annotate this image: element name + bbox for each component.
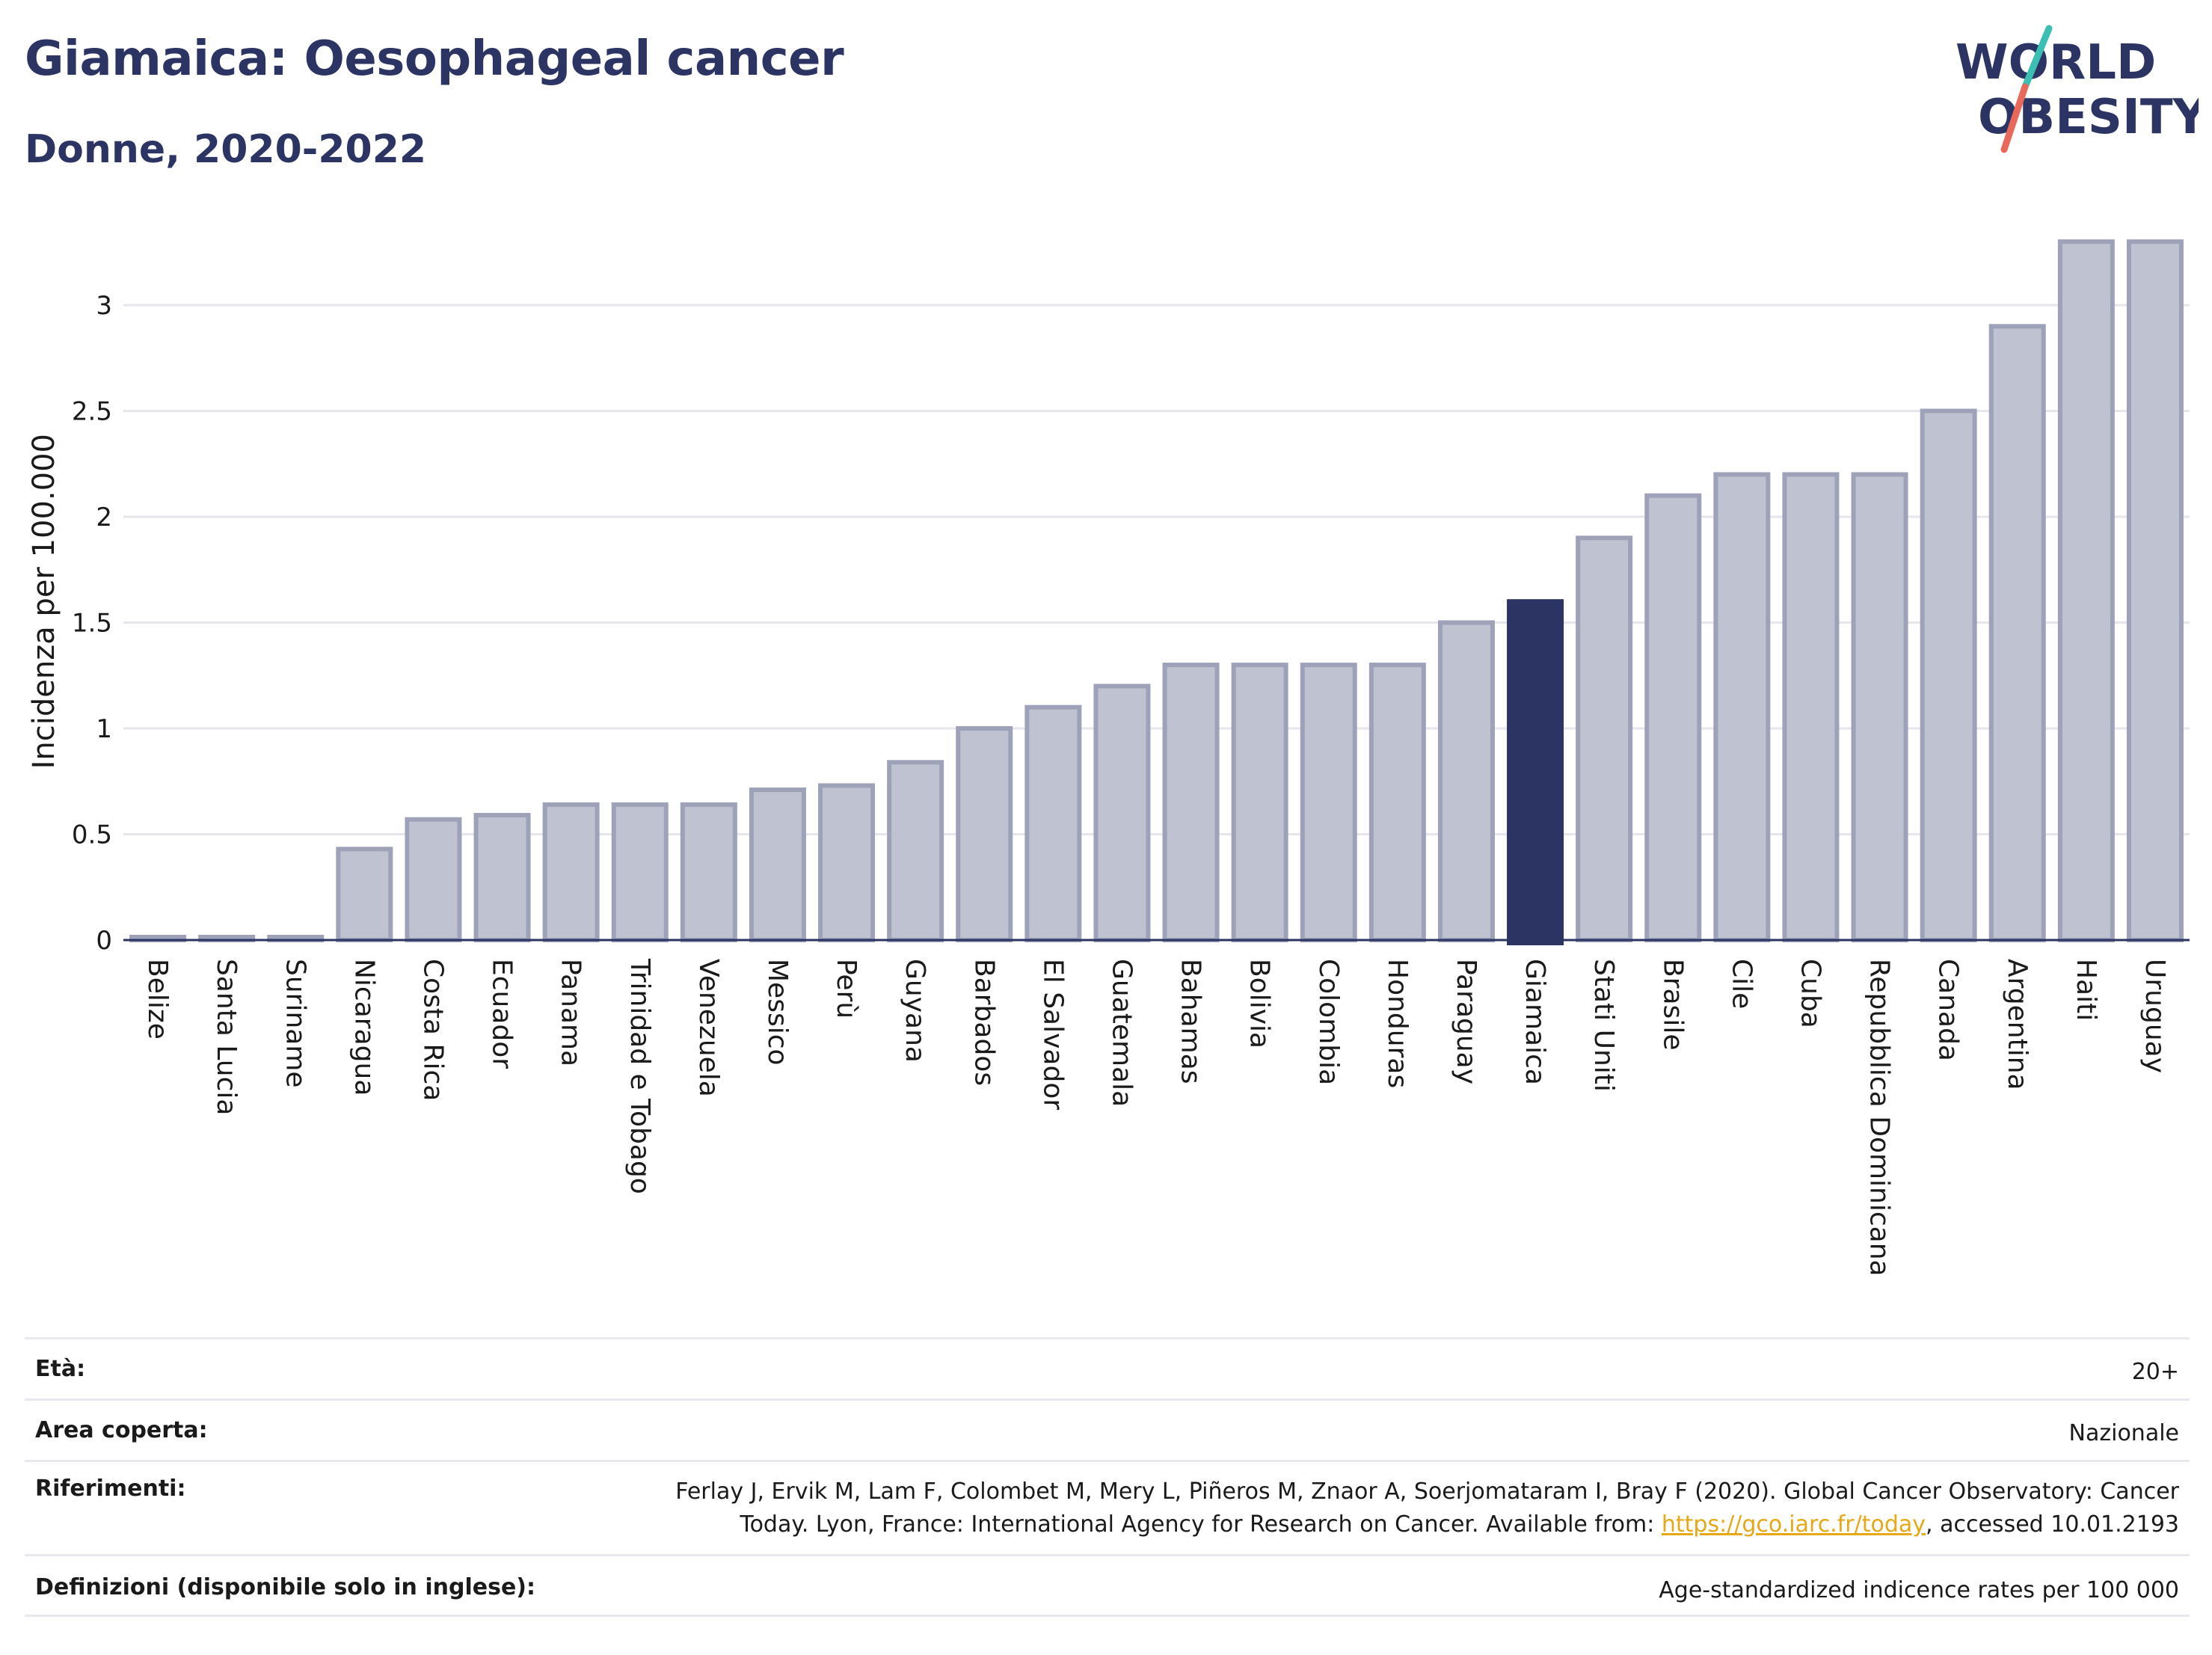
x-tick-label: Bahamas — [1176, 959, 1206, 1084]
bar-highlight — [1507, 599, 1564, 945]
metadata-table: Età: 20+ Area coperta: Nazionale Riferim… — [25, 1337, 2190, 1617]
world-obesity-logo: WORLD OBESITY — [1956, 25, 2199, 153]
bar — [818, 783, 876, 943]
x-tick-label: Colombia — [1313, 959, 1344, 1085]
y-tick-label: 2 — [96, 503, 112, 532]
y-tick-label: 0.5 — [72, 820, 112, 850]
bar — [956, 726, 1013, 942]
x-tick-label: El Salvador — [1037, 959, 1068, 1110]
bar — [1368, 663, 1426, 942]
x-tick-label: Panama — [556, 959, 586, 1066]
chart-subtitle: Donne, 2020-2022 — [25, 127, 427, 172]
bar — [542, 802, 600, 942]
bar-chart: 0 0.5 1 1.5 2 2.5 3 Incidenza per 100.000 Belize… — [27, 239, 2190, 1277]
bar — [1437, 620, 1495, 942]
x-tick-label: Suriname — [280, 959, 310, 1088]
bar — [1920, 408, 1977, 942]
x-tick-label: Stati Uniti — [1588, 959, 1619, 1092]
y-tick-label: 1.5 — [72, 609, 112, 639]
meta-ref-value: Ferlay J, Ervik M, Lam F, Colombet M, Me… — [675, 1476, 2179, 1541]
meta-area-label: Area coperta: — [35, 1417, 208, 1443]
bar — [473, 813, 531, 943]
x-tick-label: Honduras — [1382, 959, 1413, 1088]
x-tick-label: Nicaragua — [348, 959, 379, 1096]
bar — [2057, 239, 2115, 943]
bar — [611, 802, 669, 942]
bar — [1024, 704, 1082, 942]
bar — [1851, 472, 1908, 942]
meta-row-area: Area coperta: Nazionale — [25, 1398, 2190, 1460]
meta-row-definitions: Definizioni (disponibile solo in inglese… — [25, 1554, 2190, 1617]
bar — [405, 817, 462, 942]
x-tick-label: Messico — [762, 959, 793, 1066]
bar — [1231, 663, 1288, 942]
y-axis-label: Incidenza per 100.000 — [27, 434, 61, 769]
meta-ref-link[interactable]: https://gco.iarc.fr/today — [1661, 1511, 1926, 1538]
bar — [336, 847, 393, 943]
meta-ref-line2-pre: Today. Lyon, France: International Agenc… — [740, 1511, 1662, 1538]
x-tick-label: Canada — [1933, 959, 1964, 1061]
logo-slash-top — [2021, 25, 2053, 90]
bar — [2126, 239, 2184, 943]
x-tick-label: Brasile — [1657, 959, 1688, 1050]
x-tick-label: Argentina — [2002, 959, 2033, 1090]
bar — [1162, 663, 1220, 942]
bar — [1713, 472, 1771, 942]
bar — [887, 760, 944, 943]
meta-age-value: 20+ — [2131, 1359, 2179, 1385]
meta-ref-line1: Ferlay J, Ervik M, Lam F, Colombet M, Me… — [675, 1479, 2179, 1505]
meta-row-references: Riferimenti: Ferlay J, Ervik M, Lam F, C… — [25, 1460, 2190, 1554]
bar — [1093, 684, 1151, 943]
x-tick-label: Ecuador — [487, 959, 517, 1069]
x-tick-label: Belize — [142, 959, 173, 1040]
x-tick-label: Guyana — [900, 959, 930, 1063]
y-tick-label: 3 — [96, 291, 112, 321]
logo-line1: WORLD — [1956, 35, 2156, 90]
y-tick-label: 2.5 — [72, 397, 112, 427]
x-tick-label: Perù — [831, 959, 861, 1019]
meta-row-age: Età: 20+ — [25, 1337, 2190, 1398]
x-tick-label: Barbados — [968, 959, 999, 1086]
x-tick-label: Repubblica Dominicana — [1864, 959, 1895, 1277]
x-tick-label: Haiti — [2071, 959, 2101, 1021]
x-tick-label: Trinidad e Tobago — [624, 958, 655, 1194]
meta-ref-label: Riferimenti: — [35, 1476, 186, 1502]
logo-slash-bottom — [2000, 83, 2029, 153]
y-tick-label: 0 — [96, 926, 112, 956]
meta-age-label: Età: — [35, 1356, 86, 1382]
x-tick-label: Santa Lucia — [211, 959, 242, 1115]
bar — [1300, 663, 1357, 942]
x-tick-label: Cile — [1726, 959, 1757, 1009]
x-tick-label: Costa Rica — [417, 959, 448, 1101]
bar — [1988, 324, 2046, 942]
y-tick-label: 1 — [96, 714, 112, 744]
meta-area-value: Nazionale — [2068, 1420, 2179, 1446]
x-tick-label: Guatemala — [1106, 959, 1137, 1107]
x-tick-label: Paraguay — [1451, 959, 1481, 1084]
x-tick-label: Venezuela — [693, 959, 724, 1097]
bar — [1576, 535, 1633, 942]
x-tick-label: Bolivia — [1244, 959, 1275, 1048]
bar — [1644, 493, 1702, 942]
x-tick-label: Giamaica — [1520, 959, 1550, 1085]
x-tick-label: Uruguay — [2139, 959, 2170, 1073]
meta-def-value: Age-standardized indicence rates per 100… — [1659, 1577, 2179, 1603]
bar — [1782, 472, 1840, 942]
meta-def-label: Definizioni (disponibile solo in inglese… — [35, 1574, 535, 1600]
bar — [680, 802, 737, 942]
bar — [749, 787, 806, 942]
meta-ref-line2-post: , accessed 10.01.2193 — [1926, 1511, 2179, 1538]
chart-title: Giamaica: Oesophageal cancer — [25, 31, 844, 87]
x-tick-label: Cuba — [1795, 959, 1825, 1028]
